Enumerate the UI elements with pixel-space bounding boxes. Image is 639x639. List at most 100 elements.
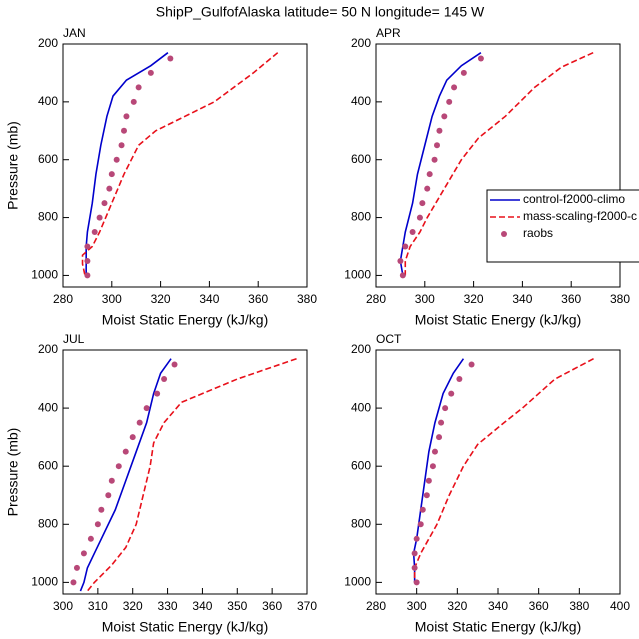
raob-point: [460, 69, 467, 76]
raob-point: [419, 506, 426, 513]
raob-point: [436, 434, 443, 441]
raob-point: [425, 477, 432, 484]
raob-point: [171, 361, 178, 368]
x-tick-label: 380: [569, 599, 589, 613]
raob-point: [409, 229, 416, 236]
raob-point: [416, 214, 423, 221]
panel-title: OCT: [376, 332, 402, 346]
y-tick-label: 600: [38, 458, 58, 472]
raob-point: [446, 98, 453, 105]
x-tick-label: 360: [248, 292, 268, 306]
profile-line: [399, 52, 482, 276]
raob-point: [154, 390, 161, 397]
raob-point: [115, 463, 122, 470]
x-tick-label: 360: [262, 599, 282, 613]
plot-frame: [62, 43, 308, 288]
raob-point: [80, 550, 87, 557]
raob-point: [136, 419, 143, 426]
y-tick-label: 600: [351, 458, 371, 472]
raob-point: [123, 113, 130, 120]
raob-point: [426, 171, 433, 178]
raob-point: [413, 579, 420, 586]
raob-point: [456, 376, 463, 383]
legend-marker: [501, 231, 507, 237]
panel: OCT 200 400 600 800 1000 280 300 320 340 360 380 400…: [344, 332, 630, 635]
raob-point: [129, 434, 136, 441]
raob-point: [122, 448, 129, 455]
y-tick-label: 400: [38, 400, 58, 414]
legend-label: control-f2000-climo: [523, 192, 625, 206]
x-axis-label: Moist Static Energy (kJ/kg): [102, 619, 269, 635]
x-tick-label: 300: [102, 292, 122, 306]
x-tick-label: 340: [192, 599, 212, 613]
raob-point: [105, 492, 112, 499]
raob-point: [108, 477, 115, 484]
panel-title: APR: [376, 26, 401, 40]
raob-point: [397, 257, 404, 264]
raob-point: [436, 127, 443, 134]
raob-point: [438, 419, 445, 426]
y-tick-label: 200: [351, 36, 371, 50]
raob-point: [441, 113, 448, 120]
raob-point: [413, 535, 420, 542]
raob-point: [431, 156, 438, 163]
x-tick-label: 320: [123, 599, 143, 613]
raob-point: [121, 127, 127, 134]
raob-point: [477, 55, 484, 62]
raob-point: [423, 492, 430, 499]
x-tick-label: 360: [561, 292, 581, 306]
plot-frame: [375, 43, 621, 288]
x-tick-label: 300: [415, 292, 435, 306]
raob-point: [118, 142, 125, 149]
x-tick-label: 300: [53, 599, 73, 613]
raob-point: [448, 390, 455, 397]
raob-point: [94, 521, 101, 528]
y-tick-label: 200: [38, 36, 58, 50]
raob-point: [434, 142, 440, 149]
raob-point: [113, 156, 120, 163]
profile-line: [79, 358, 172, 592]
x-tick-label: 370: [297, 599, 317, 613]
raob-point: [106, 185, 113, 192]
y-tick-label: 400: [38, 94, 58, 108]
raob-point: [442, 405, 449, 412]
raob-point: [411, 550, 418, 557]
y-tick-label: 200: [351, 342, 371, 356]
legend-label: raobs: [523, 226, 553, 240]
x-tick-label: 330: [158, 599, 178, 613]
profile-line: [85, 52, 169, 276]
raob-point: [84, 243, 91, 250]
raob-point: [399, 272, 406, 279]
y-tick-label: 600: [351, 152, 371, 166]
panel: JUL 200 400 600 800 1000 300 310 320 330 340 350 360…: [5, 332, 318, 635]
legend-box: [486, 189, 639, 263]
raob-point: [419, 200, 426, 207]
panel-title: JAN: [63, 26, 86, 40]
x-tick-label: 350: [227, 599, 247, 613]
raob-point: [143, 405, 150, 412]
y-tick-label: 800: [38, 210, 58, 224]
raob-point: [101, 200, 108, 207]
y-tick-label: 200: [38, 342, 58, 356]
raob-point: [468, 361, 475, 368]
raob-point: [429, 463, 436, 470]
raob-point: [98, 506, 105, 513]
x-tick-label: 380: [610, 292, 630, 306]
x-tick-label: 320: [464, 292, 484, 306]
y-axis-label: Pressure (mb): [5, 428, 21, 517]
profile-line: [412, 358, 465, 583]
legend-label: mass-scaling-f2000-c: [523, 209, 637, 223]
x-tick-label: 280: [366, 292, 386, 306]
raob-point: [84, 257, 91, 264]
panel: APR 200 400 600 800 1000 280 300 320 340 360 380 Moi…: [344, 26, 639, 328]
raob-point: [167, 55, 174, 62]
raob-point: [161, 376, 168, 383]
y-tick-label: 600: [38, 152, 58, 166]
y-tick-label: 1000: [344, 575, 371, 589]
y-tick-label: 800: [351, 210, 371, 224]
x-tick-label: 300: [407, 599, 427, 613]
raob-point: [451, 84, 458, 91]
raob-point: [108, 171, 115, 178]
figure-title: ShipP_GulfofAlaska latitude= 50 N longit…: [156, 4, 485, 20]
x-tick-label: 400: [610, 599, 630, 613]
